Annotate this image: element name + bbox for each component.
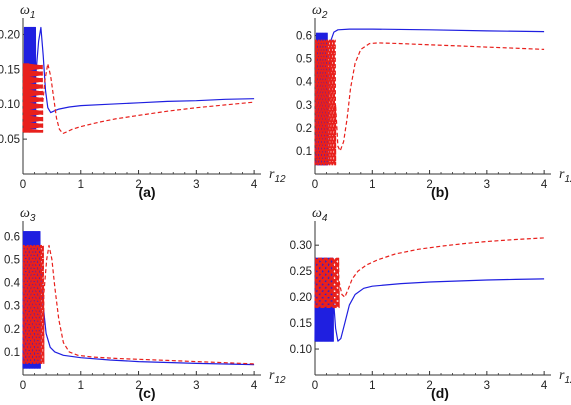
x-tick-label: 1 — [369, 380, 375, 392]
y-tick-label: 0.1 — [296, 146, 312, 158]
x-axis-label: r12 — [269, 368, 286, 386]
x-tick-label: 4 — [541, 179, 548, 191]
series-line-solid-blue — [315, 28, 545, 166]
x-tick-label: 3 — [193, 380, 199, 392]
y-tick-label: 0.5 — [4, 254, 20, 266]
y-tick-label: 0.20 — [290, 292, 312, 304]
y-tick-label: 0.6 — [296, 31, 312, 43]
x-tick-label: 0 — [20, 179, 26, 191]
x-axis-label: r12 — [269, 167, 286, 185]
x-tick-label: 1 — [78, 179, 84, 191]
series-line-solid-blue — [314, 257, 545, 342]
y-tick-label: 0.5 — [296, 54, 312, 66]
series-line-dashed-red — [314, 237, 545, 309]
x-tick-label: 2 — [426, 179, 432, 191]
y-axis-label: ω2 — [312, 3, 328, 21]
y-tick-label: 0.15 — [0, 64, 20, 76]
chart-panel: 0 1 2 3 4 0.10 0.15 0.20 0.25 0.30 ω4 r12 (d) — [290, 206, 571, 401]
x-tick-label: 0 — [20, 380, 26, 392]
x-tick-label: 4 — [541, 380, 548, 392]
x-tick-label: 4 — [251, 179, 258, 191]
x-axis-label: r12 — [559, 368, 571, 386]
y-tick-label: 0.10 — [0, 99, 20, 111]
x-tick-label: 3 — [484, 380, 490, 392]
y-tick-label: 0.1 — [4, 347, 20, 359]
y-tick-label: 0.25 — [290, 266, 312, 278]
x-tick-label: 1 — [78, 380, 84, 392]
y-tick-label: 0.2 — [296, 123, 312, 135]
x-tick-label: 2 — [426, 380, 432, 392]
x-tick-label: 3 — [484, 179, 490, 191]
x-axis-label: r12 — [559, 167, 571, 185]
y-tick-label: 0.10 — [290, 344, 312, 356]
y-tick-label: 0.4 — [4, 278, 21, 290]
y-tick-label: 0.30 — [290, 240, 312, 252]
series-line-solid-blue — [23, 26, 255, 130]
x-tick-label: 2 — [135, 179, 141, 191]
x-tick-label: 3 — [193, 179, 199, 191]
y-tick-label: 0.05 — [0, 134, 20, 146]
x-tick-label: 4 — [251, 380, 258, 392]
panel-label: (c) — [138, 385, 155, 401]
x-tick-label: 0 — [312, 179, 318, 191]
chart-panel: 0 1 2 3 4 0.1 0.2 0.3 0.4 0.5 0.6ω2 r12 (b) — [296, 3, 571, 200]
y-tick-label: 0.15 — [290, 318, 312, 330]
y-tick-label: 0.3 — [296, 100, 312, 112]
panel-label: (a) — [138, 184, 155, 200]
y-axis-label: ω3 — [20, 206, 36, 224]
y-tick-label: 0.20 — [0, 29, 20, 41]
y-tick-label: 0.4 — [296, 77, 313, 89]
series-line-dashed-red — [22, 244, 255, 365]
x-tick-label: 2 — [135, 380, 141, 392]
x-tick-label: 0 — [312, 380, 318, 392]
y-tick-label: 0.3 — [4, 301, 20, 313]
panel-label: (d) — [431, 385, 449, 401]
series-line-dashed-red — [22, 63, 255, 135]
y-tick-label: 0.6 — [4, 231, 20, 243]
series-line-dashed-red — [314, 39, 545, 166]
chart-panel: 0 1 2 3 4 0.1 0.2 0.3 0.4 0.5 0.6ω3 r12 (c) — [4, 206, 286, 401]
series-line-solid-blue — [22, 231, 255, 369]
panel-label: (b) — [431, 184, 449, 200]
y-axis-label: ω1 — [20, 3, 35, 21]
y-tick-label: 0.2 — [4, 324, 20, 336]
x-tick-label: 1 — [369, 179, 375, 191]
y-axis-label: ω4 — [312, 206, 328, 224]
